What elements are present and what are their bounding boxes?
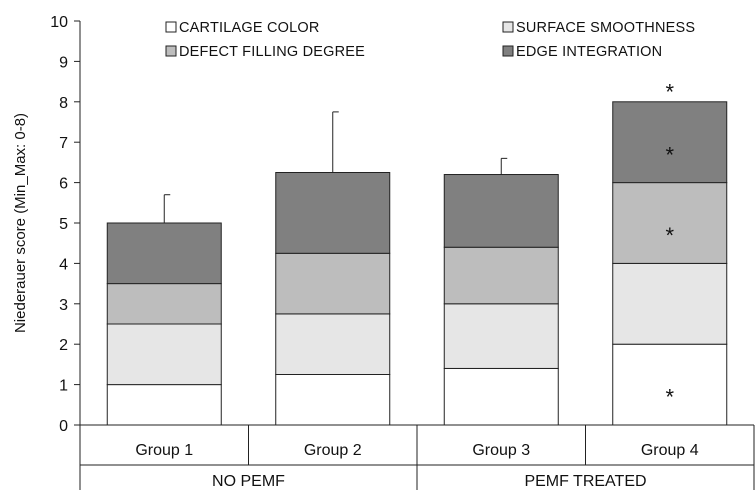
- bar-stacks: [106, 101, 728, 426]
- significance-markers: * * * *: [665, 80, 674, 410]
- bar-group-3-surface-smoothness: [443, 303, 559, 369]
- legend-swatch-defect-filling-degree: [165, 45, 177, 57]
- bar-group-4-edge-integration: [612, 101, 728, 184]
- x-axis: Group 1 Group 2 Group 3 Group 4 NO PEMF PEMF …: [80, 424, 755, 490]
- bar-group-3-defect-filling-degree: [443, 246, 559, 305]
- bar-group-1-edge-integration: [106, 222, 222, 285]
- legend-swatch-surface-smoothness: [502, 21, 514, 33]
- bar-group-2-surface-smoothness: [275, 313, 391, 375]
- y-tick-label-0: 0: [59, 418, 68, 435]
- y-tick-label-3: 3: [59, 297, 68, 314]
- y-tick-label-4: 4: [59, 256, 68, 273]
- significance-star-defect-filling-degree: *: [665, 223, 674, 248]
- error-bars: [163, 111, 508, 223]
- bar-group-1-defect-filling-degree: [106, 283, 222, 325]
- legend-label-defect-filling-degree: DEFECT FILLING DEGREE: [179, 44, 365, 60]
- category-label-group-4: Group 4: [641, 442, 699, 459]
- category-label-group-3: Group 3: [472, 442, 530, 459]
- bar-group-2-defect-filling-degree: [275, 252, 391, 315]
- significance-star-cartilage-color: *: [665, 385, 674, 410]
- significance-star-edge-integration: *: [665, 142, 674, 167]
- legend-swatch-cartilage-color: [165, 21, 177, 33]
- group-label-no-pemf: NO PEMF: [212, 473, 285, 490]
- bar-group-4-cartilage-color: [612, 343, 728, 426]
- legend-swatch-edge-integration: [502, 45, 514, 57]
- legend-label-surface-smoothness: SURFACE SMOOTHNESS: [516, 20, 695, 36]
- bar-group-3-edge-integration: [443, 174, 559, 248]
- y-tick-label-5: 5: [59, 216, 68, 233]
- bar-group-2-cartilage-color: [275, 374, 391, 426]
- group-label-pemf-treated: PEMF TREATED: [524, 473, 646, 490]
- bar-group-3-cartilage-color: [443, 367, 559, 426]
- bar-group-1-surface-smoothness: [106, 323, 222, 386]
- legend: CARTILAGE COLOR SURFACE SMOOTHNESS DEFECT …: [165, 20, 695, 60]
- y-tick-label-9: 9: [59, 54, 68, 71]
- bar-group-4-defect-filling-degree: [612, 182, 728, 264]
- bar-group-2-edge-integration: [275, 172, 391, 254]
- legend-label-cartilage-color: CARTILAGE COLOR: [179, 20, 320, 36]
- y-tick-label-10: 10: [50, 14, 68, 31]
- y-axis-label: Niederauer score (Min_Max: 0-8): [12, 113, 29, 333]
- y-tick-label-2: 2: [59, 337, 68, 354]
- category-label-group-2: Group 2: [304, 442, 362, 459]
- bar-group-4-surface-smoothness: [612, 262, 728, 345]
- y-axis: 0 1 2 3 4 5 6 7 8 9 10: [50, 14, 81, 490]
- y-tick-label-8: 8: [59, 95, 68, 112]
- y-tick-label-1: 1: [59, 378, 68, 395]
- bar-group-1-cartilage-color: [106, 384, 222, 426]
- legend-label-edge-integration: EDGE INTEGRATION: [516, 44, 662, 60]
- category-label-group-1: Group 1: [135, 442, 193, 459]
- significance-star-total: *: [665, 80, 674, 105]
- y-tick-label-7: 7: [59, 135, 68, 152]
- y-tick-label-6: 6: [59, 176, 68, 193]
